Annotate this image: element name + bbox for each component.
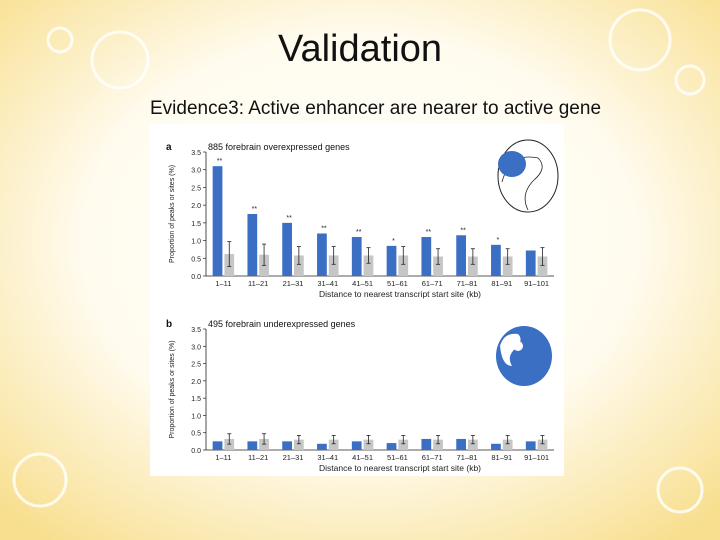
x-tick-label: 11–21 (248, 453, 268, 462)
y-axis-label: Proportion of peaks or sites (%) (169, 165, 176, 263)
y-tick-label: 1.0 (191, 413, 201, 420)
x-tick-label: 81–91 (491, 279, 512, 288)
bar-series-2 (328, 255, 339, 276)
bar-charts: a 885 forebrain overexpressed genes 0.0 0.5… (166, 139, 559, 473)
y-tick-label: 2.5 (191, 362, 201, 369)
bar-series-2 (398, 255, 409, 276)
x-tick-label: 91–101 (524, 453, 549, 462)
bar-series-1 (212, 166, 223, 276)
embryo-whole-icon (496, 326, 552, 386)
bar-series-2 (502, 256, 513, 276)
x-tick-label: 41–51 (352, 279, 373, 288)
x-tick-label: 61–71 (422, 453, 443, 462)
significance-mark: ** (426, 229, 432, 236)
x-tick-label: 31–41 (317, 453, 338, 462)
chart-title: 885 forebrain overexpressed genes (208, 142, 350, 152)
bar-series-2 (398, 439, 409, 450)
x-tick-label: 61–71 (422, 279, 443, 288)
x-tick-label: 1–11 (215, 279, 231, 288)
slide-title: Validation (277, 28, 443, 70)
bar-series-2 (294, 439, 304, 450)
x-tick-label: 41–51 (352, 453, 373, 462)
chart-title: 495 forebrain underexpressed genes (208, 319, 356, 329)
bar-series-2 (294, 255, 304, 276)
bar-series-1 (317, 233, 327, 276)
bar-series-2 (328, 439, 339, 450)
y-tick-label: 2.0 (191, 379, 201, 386)
bar-series-1 (282, 222, 292, 276)
x-tick-label: 31–41 (317, 279, 338, 288)
x-tick-label: 21–31 (283, 279, 304, 288)
bar-series-1 (421, 438, 432, 450)
bar-series-2 (502, 439, 513, 450)
bar-series-2 (433, 439, 443, 450)
bar-series-1 (525, 441, 536, 450)
bar-series-1 (317, 443, 327, 450)
y-tick-label: 0.0 (191, 448, 201, 455)
x-tick-label: 51–61 (387, 453, 408, 462)
significance-mark: * (497, 237, 500, 244)
bar-series-2 (537, 439, 548, 450)
bar-series-1 (421, 237, 432, 276)
x-tick-label: 11–21 (248, 279, 268, 288)
significance-mark: ** (286, 215, 292, 222)
y-tick-label: 3.0 (191, 344, 201, 351)
bar-series-1 (456, 235, 466, 276)
y-tick-label: 0.5 (191, 431, 201, 438)
slide-subtitle: Evidence3: Active enhancer are nearer to… (150, 98, 602, 119)
bar-series-1 (386, 245, 397, 276)
bar-series-2 (468, 256, 478, 276)
panel-letter: b (166, 319, 172, 330)
bar-series-1 (247, 441, 258, 450)
bar-series-1 (282, 441, 292, 450)
y-tick-label: 0.0 (191, 274, 201, 281)
bar-series-2 (537, 256, 548, 276)
significance-mark: * (392, 238, 395, 245)
significance-mark: ** (321, 225, 327, 232)
significance-mark: ** (252, 206, 258, 213)
y-tick-label: 3.0 (191, 168, 201, 175)
bar-series-1 (491, 244, 501, 276)
bar-series-1 (491, 443, 501, 450)
bar-series-1 (351, 441, 362, 450)
y-tick-label: 2.0 (191, 203, 201, 210)
x-tick-label: 71–81 (457, 279, 478, 288)
y-tick-label: 3.5 (191, 150, 201, 157)
y-tick-label: 1.5 (191, 221, 201, 228)
bar-series-2 (363, 255, 374, 276)
y-tick-label: 3.5 (191, 327, 201, 334)
x-tick-label: 81–91 (491, 453, 512, 462)
embryo-forebrain-icon (497, 139, 559, 213)
y-tick-label: 2.5 (191, 185, 201, 192)
x-tick-label: 1–11 (215, 453, 231, 462)
x-axis-label: Distance to nearest transcript start sit… (319, 463, 481, 473)
y-axis-label: Proportion of peaks or sites (%) (169, 340, 176, 438)
bar-series-1 (456, 438, 466, 450)
significance-mark: ** (356, 229, 362, 236)
y-tick-label: 0.5 (191, 256, 201, 263)
significance-mark: ** (217, 158, 223, 165)
bar-series-1 (351, 237, 362, 276)
y-tick-label: 1.5 (191, 396, 201, 403)
y-tick-label: 1.0 (191, 239, 201, 246)
x-axis-label: Distance to nearest transcript start sit… (319, 289, 481, 299)
bar-series-1 (525, 250, 536, 276)
x-tick-label: 71–81 (457, 453, 478, 462)
significance-mark: ** (460, 227, 466, 234)
bar-series-1 (386, 443, 397, 450)
x-tick-label: 91–101 (524, 279, 549, 288)
x-tick-label: 21–31 (283, 453, 304, 462)
bar-series-1 (247, 214, 258, 276)
x-tick-label: 51–61 (387, 279, 408, 288)
bar-series-2 (433, 256, 443, 276)
panel-letter: a (166, 142, 172, 153)
bar-series-1 (212, 441, 223, 450)
bar-series-2 (468, 439, 478, 450)
figure-panel: a 885 forebrain overexpressed genes 0.0 0.5… (150, 124, 564, 476)
bar-series-2 (363, 439, 374, 450)
